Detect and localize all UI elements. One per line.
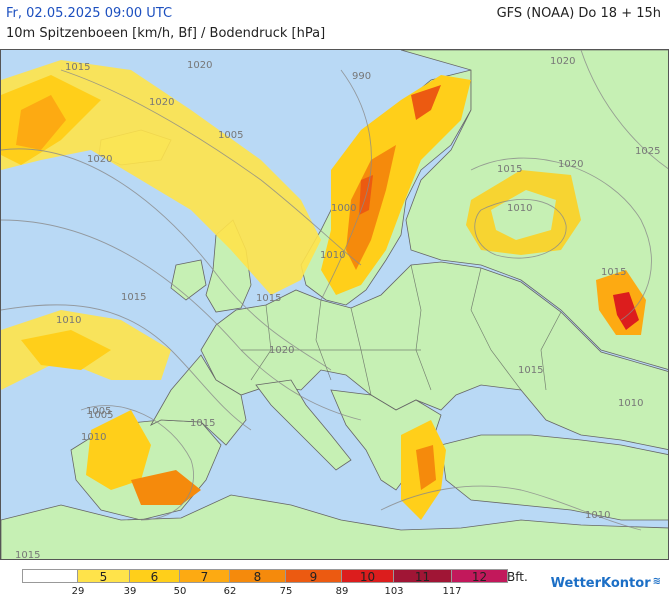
gust-core-bf9-norway (411, 85, 441, 120)
isobar-label: 1020 (149, 97, 174, 108)
land-africa (1, 494, 668, 559)
weather-map[interactable]: 1015 1020 1005 990 1020 1025 1015 1020 1… (0, 49, 669, 560)
legend-swatch-calm (22, 569, 78, 583)
isobar-label: 1020 (187, 60, 212, 71)
isobar-label: 1020 (87, 154, 112, 165)
isobar-label: 1015 (518, 365, 543, 376)
legend-swatch-bf5: 5 (78, 569, 130, 584)
isobar-label: 1010 (507, 203, 532, 214)
legend-unit: Bft. (507, 570, 528, 584)
legend-kmh-threshold: 89 (335, 586, 349, 597)
isobar-label: 1015 (601, 267, 626, 278)
land-italy (255, 379, 352, 471)
isobar-label: 1005 (86, 406, 111, 417)
gust-core-bf8-aegean (416, 445, 436, 490)
isobar-label: 1015 (256, 293, 281, 304)
gust-core-bf7-atlantic (16, 95, 66, 150)
legend-swatch-bf9: 9 (286, 569, 342, 584)
isobar-labels: 1015 1020 1005 990 1020 1025 1015 1020 1… (15, 56, 660, 560)
isobar-label: 1010 (56, 315, 81, 326)
model-run-label: GFS (NOAA) Do 18 + 15h (496, 6, 661, 21)
isobar-label: 1015 (65, 62, 90, 73)
isobar-label: 1010 (320, 250, 345, 261)
gust-core-bf10-ukraine-inner (613, 292, 639, 330)
map-canvas: 1015 1020 1005 990 1020 1025 1015 1020 1… (1, 50, 668, 560)
legend-kmh-threshold: 75 (279, 586, 293, 597)
wave-icon: ≋ (652, 576, 661, 587)
isobar-label: 1005 (88, 410, 113, 421)
brand-logo[interactable]: WetterKontor ≋ (551, 576, 661, 591)
isobar-label: 990 (352, 71, 371, 82)
isobar-label: 1025 (635, 146, 660, 157)
legend-swatch-bf12: 12 (452, 569, 508, 584)
gust-band-bf6-atlantic-south (21, 330, 111, 370)
isobar-label: 1020 (269, 345, 294, 356)
land-continent (200, 261, 668, 451)
isobars (1, 50, 668, 531)
map-subtitle: 10m Spitzenboeen [km/h, Bf] / Bodendruck… (6, 26, 326, 41)
forecast-date: Fr, 02.05.2025 09:00 UTC (6, 6, 173, 21)
isobar-label: 1005 (218, 130, 243, 141)
isobar-label: 1010 (81, 432, 106, 443)
gust-band-bf8-scandinavia (346, 145, 396, 270)
legend-swatch-bf6: 6 (130, 569, 180, 584)
legend-kmh-threshold: 50 (173, 586, 187, 597)
gust-band-bf6-iberia (86, 410, 151, 490)
legend-kmh-threshold: 62 (223, 586, 237, 597)
legend-kmh-threshold: 39 (123, 586, 137, 597)
isobar-label: 1010 (618, 398, 643, 409)
land-turkey (440, 434, 668, 521)
isobar-label: 1015 (190, 418, 215, 429)
brand-name: WetterKontor (550, 576, 651, 591)
legend-kmh-threshold: 103 (384, 586, 404, 597)
isobar-label: 1015 (15, 550, 40, 560)
isobar-label: 1015 (497, 164, 522, 175)
country-borders (241, 264, 562, 396)
legend-swatch-bf8: 8 (230, 569, 286, 584)
isobar-label: 1010 (585, 510, 610, 521)
gust-ring-inner-russia (491, 190, 556, 240)
legend-kmh-threshold: 29 (71, 586, 85, 597)
isobar-label: 1020 (550, 56, 575, 67)
land-france (149, 354, 247, 446)
gust-core-bf8-morocco (131, 470, 201, 505)
gust-overlay (1, 60, 646, 520)
isobar-label: 1020 (558, 159, 583, 170)
legend-swatch-bf11: 11 (394, 569, 452, 584)
legend-kmh-threshold: 117 (442, 586, 462, 597)
legend-swatch-bf10: 10 (342, 569, 394, 584)
isobar-label: 1015 (121, 292, 146, 303)
legend-swatch-bf7: 7 (180, 569, 230, 584)
isobar-label: 1000 (331, 203, 356, 214)
